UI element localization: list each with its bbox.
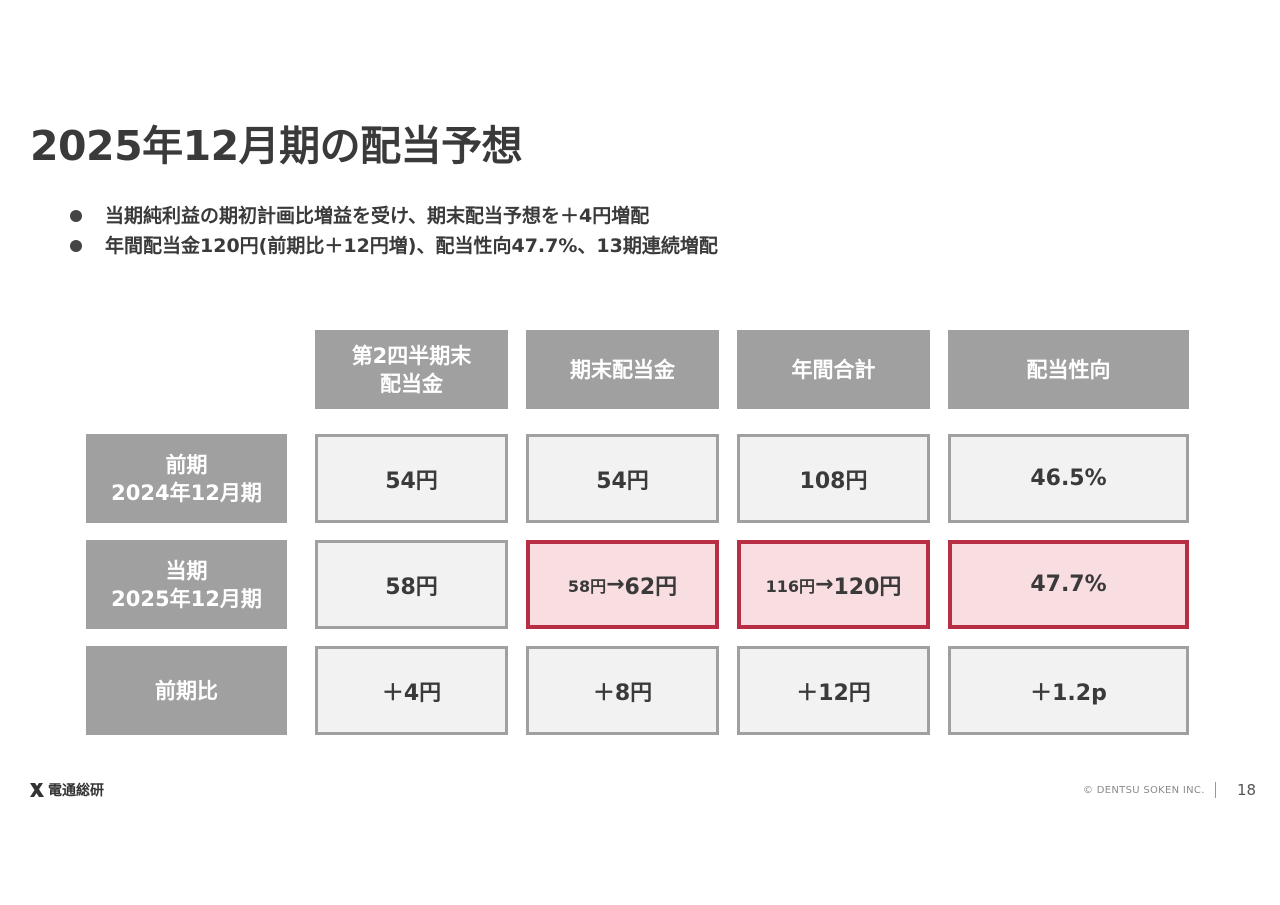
bullet-list: 当期純利益の期初計画比増益を受け、期末配当予想を＋4円増配 年間配当金120円(… — [68, 201, 718, 261]
page-number: 18 — [1237, 781, 1257, 799]
cell-curr-payout: 47.7% — [948, 540, 1189, 629]
copyright: © DENTSU SOKEN INC. — [1083, 785, 1205, 796]
term-end-previous-forecast: 58円 — [567, 576, 607, 596]
column-header-payout-ratio: 配当性向 — [948, 330, 1189, 409]
cell-curr-q2: 58円 — [315, 540, 508, 629]
cell-yoy-payout: ＋1.2p — [948, 646, 1189, 735]
dentsu-soken-x-icon — [30, 783, 44, 797]
footer-divider — [1215, 782, 1216, 798]
cell-prev-term-end: 54円 — [526, 434, 719, 523]
company-logo: 電通総研 — [28, 780, 104, 800]
company-logo-text: 電通総研 — [48, 783, 104, 799]
annual-new-forecast: 120円 — [833, 574, 902, 600]
cell-curr-annual: 116円 → 120円 — [737, 540, 930, 629]
page-title: 2025年12月期の配当予想 — [30, 122, 523, 170]
term-end-new-forecast: 62円 — [624, 574, 678, 600]
arrow-right-icon: → — [606, 572, 625, 597]
bullet-dot-icon — [70, 240, 82, 252]
column-header-annual-total: 年間合計 — [737, 330, 930, 409]
bullet-dot-icon — [70, 210, 82, 222]
cell-prev-q2: 54円 — [315, 434, 508, 523]
arrow-right-icon: → — [815, 572, 834, 597]
bullet-text: 年間配当金120円(前期比＋12円増)、配当性向47.7%、13期連続増配 — [105, 235, 718, 257]
cell-prev-annual: 108円 — [737, 434, 930, 523]
annual-previous-forecast: 116円 — [765, 576, 816, 596]
cell-yoy-term-end: ＋8円 — [526, 646, 719, 735]
bullet-text: 当期純利益の期初計画比増益を受け、期末配当予想を＋4円増配 — [105, 205, 650, 227]
cell-yoy-q2: ＋4円 — [315, 646, 508, 735]
cell-curr-term-end: 58円 → 62円 — [526, 540, 719, 629]
bullet-item: 年間配当金120円(前期比＋12円増)、配当性向47.7%、13期連続増配 — [68, 231, 718, 261]
column-header-term-end-dividend: 期末配当金 — [526, 330, 719, 409]
column-header-q2-dividend: 第2四半期末 配当金 — [315, 330, 508, 409]
row-header-previous-term: 前期 2024年12月期 — [86, 434, 287, 523]
cell-prev-payout: 46.5% — [948, 434, 1189, 523]
row-header-current-term: 当期 2025年12月期 — [86, 540, 287, 629]
row-header-yoy: 前期比 — [86, 646, 287, 735]
bullet-item: 当期純利益の期初計画比増益を受け、期末配当予想を＋4円増配 — [68, 201, 718, 231]
cell-yoy-annual: ＋12円 — [737, 646, 930, 735]
